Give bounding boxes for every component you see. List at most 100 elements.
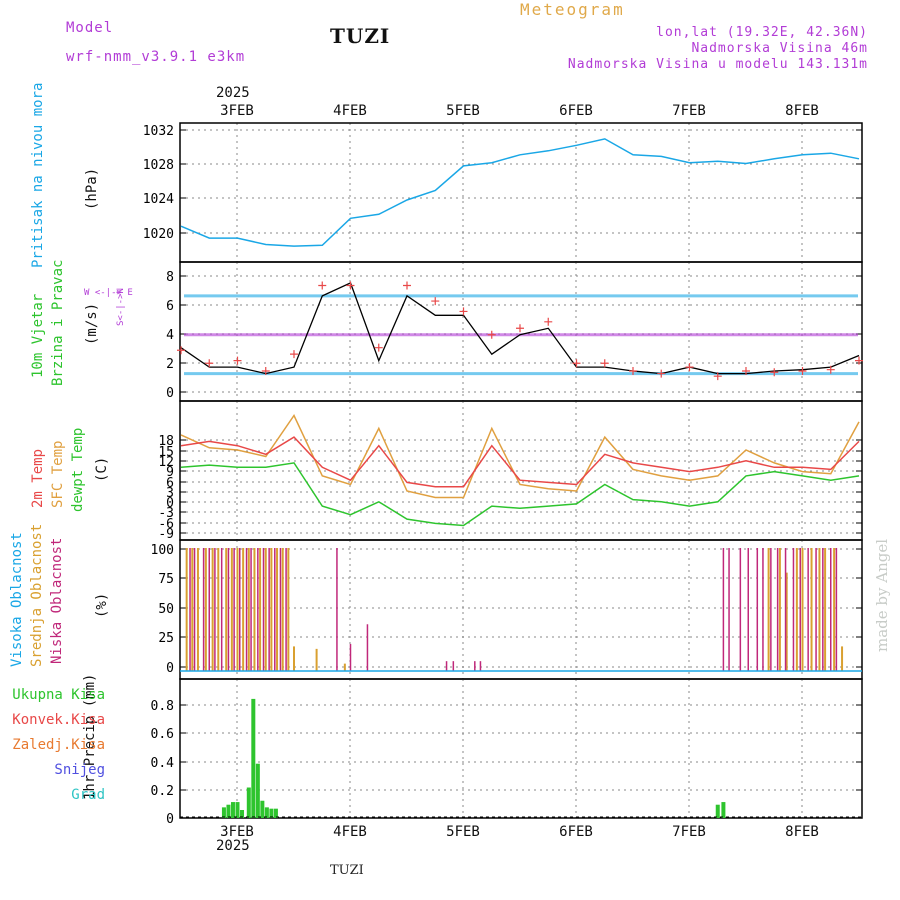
y-tick-label: 1032 (143, 124, 174, 139)
year-label-top: 2025 (216, 85, 250, 101)
y-tick-label: 0.2 (151, 784, 174, 799)
y-tick-label: -9 (158, 527, 174, 542)
wind-gust-marker (544, 317, 553, 326)
wind-gust-marker (713, 372, 722, 381)
elevation-label: Nadmorska Visina 46m (691, 41, 868, 56)
model-label: Model (66, 20, 114, 36)
y-tick-label: 6 (166, 476, 174, 491)
wind-compass-we: W <-|-> E (84, 288, 133, 298)
wind-gust-marker (798, 366, 807, 375)
y-tick-label: 75 (158, 572, 174, 587)
y-tick-label: 0.4 (151, 756, 175, 771)
year-label-bottom: 2025 (216, 838, 250, 854)
sfc-temp-line (180, 413, 860, 499)
y-tick-label: 0 (166, 661, 174, 676)
pressure-line (180, 138, 860, 247)
legend-snijeg: Snijeg (54, 762, 105, 778)
y-tick-label: 18 (158, 434, 174, 449)
wind-gust-marker (346, 281, 355, 290)
y-tick-label: 6 (166, 299, 174, 314)
y-tick-label: 1028 (143, 158, 174, 173)
panel-frame (179, 122, 863, 263)
precip-bar (235, 802, 240, 818)
panel-frame (179, 678, 863, 819)
precip-bar (721, 802, 726, 818)
footer-station: TUZI (330, 863, 364, 878)
dewpt-line (180, 462, 860, 527)
date-label-top: 4FEB (333, 103, 367, 119)
legend-konvek-kisa: Konvek.Kisa (12, 712, 105, 728)
y-tick-label: 0.8 (151, 699, 174, 714)
wind-gust-marker (855, 356, 863, 365)
y-tick-label: 15 (158, 445, 174, 460)
wind-gust-marker (657, 369, 666, 378)
wind-gust-marker (403, 281, 411, 290)
y-tick-label: 50 (158, 602, 174, 617)
precip-bar (273, 808, 278, 818)
date-label-bottom: 7FEB (672, 824, 706, 840)
lonlat-label: lon,lat (19.32E, 42.36N) (656, 25, 868, 40)
legend-zaledj-kisa: Zaledj.Kisa (12, 737, 105, 753)
panel-frame (179, 261, 863, 402)
y-tick-label: 0 (166, 496, 174, 511)
wind-gust-marker (318, 281, 327, 290)
date-label-bottom: 5FEB (446, 824, 480, 840)
y-tick-label: 2 (166, 357, 174, 372)
y-tick-label: 100 (151, 543, 174, 558)
wind-gust-marker (487, 330, 496, 339)
wind-gust-marker (629, 366, 637, 375)
wind-gust-marker (177, 346, 185, 355)
date-label-bottom: 3FEB (220, 824, 254, 840)
precip-bar (715, 804, 720, 818)
elevation-model-label: Nadmorska Visina u modelu 143.131m (567, 57, 868, 72)
meteogram-title: Meteogram (520, 0, 625, 19)
wind-gust-marker (770, 368, 779, 377)
y-tick-label: 0 (166, 386, 174, 401)
date-label-bottom: 8FEB (785, 824, 819, 840)
wind-gust-marker (290, 350, 298, 359)
precip-bar (240, 810, 245, 818)
date-label-top: 5FEB (446, 103, 480, 119)
wind-gust-marker (459, 307, 468, 316)
precip-bar (264, 807, 269, 818)
legend-grad: Grad (71, 787, 105, 803)
wind-gust-marker (742, 366, 750, 375)
wind-gust-marker (600, 359, 609, 368)
date-label-bottom: 4FEB (333, 824, 367, 840)
precip-bar (251, 698, 256, 818)
wind-gust-marker (374, 343, 383, 352)
legend-ukupna-kisa: Ukupna Kisa (12, 687, 105, 703)
date-label-top: 3FEB (220, 103, 254, 119)
y-tick-label: 9 (166, 465, 174, 480)
y-tick-label: 12 (158, 455, 174, 470)
wind-gust-marker (516, 324, 524, 333)
y-tick-label: -6 (158, 517, 174, 532)
precip-bar (226, 804, 231, 818)
wind-gust-marker (431, 297, 440, 306)
precip-bar (246, 787, 251, 818)
y-tick-label: 25 (158, 631, 174, 646)
wind-gust-marker (685, 363, 694, 372)
y-tick-label: 1024 (143, 192, 174, 207)
precip-bar (269, 808, 274, 818)
model-name: wrf-nmm_v3.9.1 e3km (66, 49, 246, 65)
y-tick-label: 1020 (143, 227, 174, 242)
date-label-top: 6FEB (559, 103, 593, 119)
wind-gust-marker (261, 366, 270, 375)
wind-gust-marker (826, 365, 835, 374)
precip-bar (221, 807, 226, 818)
date-label-bottom: 6FEB (559, 824, 593, 840)
precip-bar (230, 802, 235, 818)
precip-bar (255, 763, 260, 818)
wind-gust-marker (205, 359, 214, 368)
precip-bar (260, 800, 265, 818)
wind-gust-marker (233, 356, 242, 365)
y-tick-label: 4 (166, 328, 174, 343)
date-label-top: 8FEB (785, 103, 819, 119)
y-tick-label: -3 (158, 506, 174, 521)
y-tick-label: 3 (166, 486, 174, 501)
date-label-top: 7FEB (672, 103, 706, 119)
y-tick-label: 0 (166, 812, 174, 827)
station-title: TUZI (330, 24, 391, 48)
